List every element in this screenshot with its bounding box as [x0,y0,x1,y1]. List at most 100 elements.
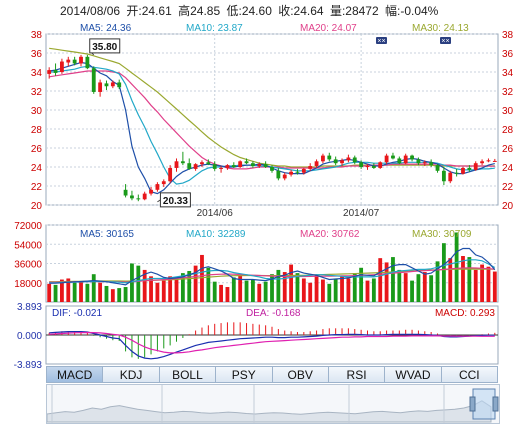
candle-body [250,163,255,167]
price-ma-label: MA5: 24.36 [80,23,132,34]
volume-bar [282,272,287,302]
volume-bar [410,280,414,302]
candle-body [454,172,459,174]
candle-body [327,155,332,160]
price-tick-label-left: 36 [31,49,43,60]
annotation-box [159,192,191,208]
candle-body [384,155,389,163]
candle-body [289,171,294,175]
zoom-out-icon[interactable]: ×× [440,37,451,45]
volume-bar [161,280,166,302]
volume-bar [142,269,147,302]
volume-ma-label: MA5: 30165 [80,229,134,240]
price-tick-label-right: 38 [502,30,514,41]
candle-body [79,56,83,64]
volume-bar [422,272,427,302]
quote-date: 2014/08/06 [60,4,121,18]
macd-dea-label: DEA: -0.168 [246,308,301,319]
price-ma-label: MA10: 23.87 [186,23,243,34]
timeline-left-handle[interactable] [469,396,476,412]
volume-bar [91,274,96,302]
volume-bar [117,288,122,302]
tab-rsi[interactable]: RSI [327,366,385,383]
volume-bar [225,287,230,302]
volume-bar [206,267,211,302]
candle-body [282,174,287,179]
candle-body [104,83,109,87]
annotation-label: 35.80 [92,42,117,53]
candle-body [200,162,204,165]
volume-bar [429,275,434,302]
volume-bar [365,280,370,302]
candle-body [263,164,268,167]
volume-bar [174,277,179,302]
volume-bar [333,278,338,302]
volume-bar [441,243,446,302]
tab-macd[interactable]: MACD [46,366,103,383]
candle-body [346,157,351,161]
candle-body [206,162,211,165]
candle-body [295,171,300,173]
candle-body [359,162,364,167]
timeline-right-handle[interactable] [492,396,499,412]
macd-value-label: MACD: 0.293 [435,308,495,319]
candle-body [492,160,497,162]
candle-body [155,184,160,190]
macd-dif-line [49,331,495,360]
candle-body [136,198,141,200]
candle-body [480,161,484,164]
tab-psy[interactable]: PSY [215,366,272,383]
volume-bar [212,281,217,302]
volume-bar [435,261,440,302]
candle-body [168,167,173,182]
candle-body [321,155,325,162]
volume-bar [467,257,472,302]
macd-tick-label: -3.893 [14,360,43,371]
candle-body [270,167,274,171]
quote-info-bar: 2014/08/06 开:24.61 高24.85 低:24.60 收:24.6… [60,2,441,19]
candle-body [333,159,338,164]
candle-body [60,61,64,72]
volume-bar [53,284,58,302]
volume-bar [276,269,281,302]
candle-body [117,82,122,88]
tab-obv[interactable]: OBV [271,366,328,383]
candle-body [403,155,408,164]
candle-body [174,161,179,168]
volume-bar [486,266,491,302]
tab-wvad[interactable]: WVAD [384,366,441,383]
timeline-selection-window[interactable] [472,388,496,420]
volume-bar [85,283,90,302]
volume-bar [187,270,192,302]
volume-bar [130,263,134,302]
volume-bar [155,282,160,302]
candle-body [53,70,58,73]
price-tick-label-right: 30 [502,106,514,117]
volume-ma-label: MA30: 30709 [412,229,472,240]
volume-ma5-line [49,247,496,286]
candle-body [340,160,344,164]
price-panel-frame [45,33,499,206]
date-tick-label: 2014/07 [343,208,380,219]
volume-bar [473,269,478,302]
volume-bar [149,276,153,302]
date-tick-label: 2014/06 [197,208,234,219]
volume-bar [200,254,204,302]
price-ma-label: MA20: 24.07 [300,23,357,34]
zoom-in-icon[interactable]: ×× [376,37,387,45]
timeline-navigator[interactable] [46,384,500,424]
price-ma-label: MA30: 24.13 [412,23,469,34]
quote-high: 高24.85 [178,4,221,18]
tab-boll[interactable]: BOLL [158,366,216,383]
volume-bar [295,273,300,302]
tab-cci[interactable]: CCI [440,366,498,383]
candle-body [314,161,319,167]
candle-body [85,56,90,69]
volume-bar [403,273,408,302]
volume-ma-label: MA20: 30762 [300,229,360,240]
candle-body [238,161,243,167]
tab-kdj[interactable]: KDJ [102,366,159,383]
candle-body [66,59,71,63]
volume-bar [98,282,103,302]
